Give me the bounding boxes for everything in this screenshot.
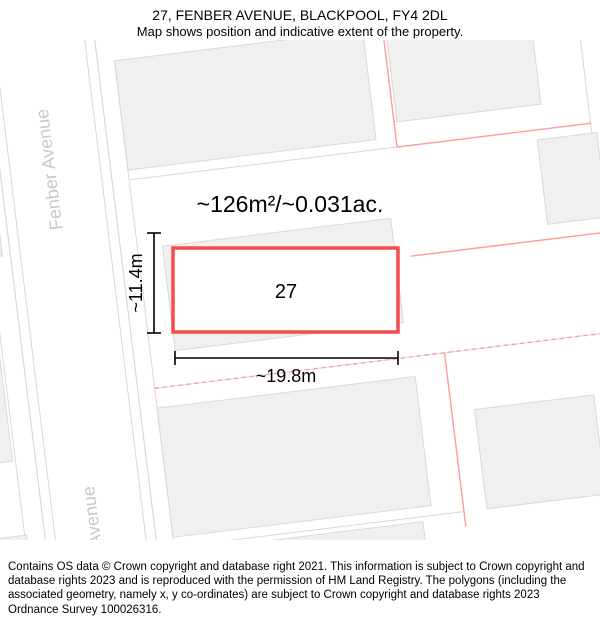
area-label: ~126m²/~0.031ac. <box>197 191 384 217</box>
building <box>537 133 600 225</box>
page-title: 27, FENBER AVENUE, BLACKPOOL, FY4 2DL <box>0 6 600 24</box>
height-label: ~11.4m <box>126 253 146 312</box>
copyright-footer: Contains OS data © Crown copyright and d… <box>8 560 592 618</box>
building <box>475 395 600 509</box>
width-label: ~19.8m <box>256 366 317 386</box>
header: 27, FENBER AVENUE, BLACKPOOL, FY4 2DL Ma… <box>0 6 600 41</box>
page-subtitle: Map shows position and indicative extent… <box>0 24 600 41</box>
property-map: Fenber Avenue Fenber Avenue 27 ~126m²/~0… <box>0 0 600 625</box>
plot-number-label: 27 <box>275 281 297 303</box>
map-container: Fenber Avenue Fenber Avenue 27 ~126m²/~0… <box>0 0 600 625</box>
